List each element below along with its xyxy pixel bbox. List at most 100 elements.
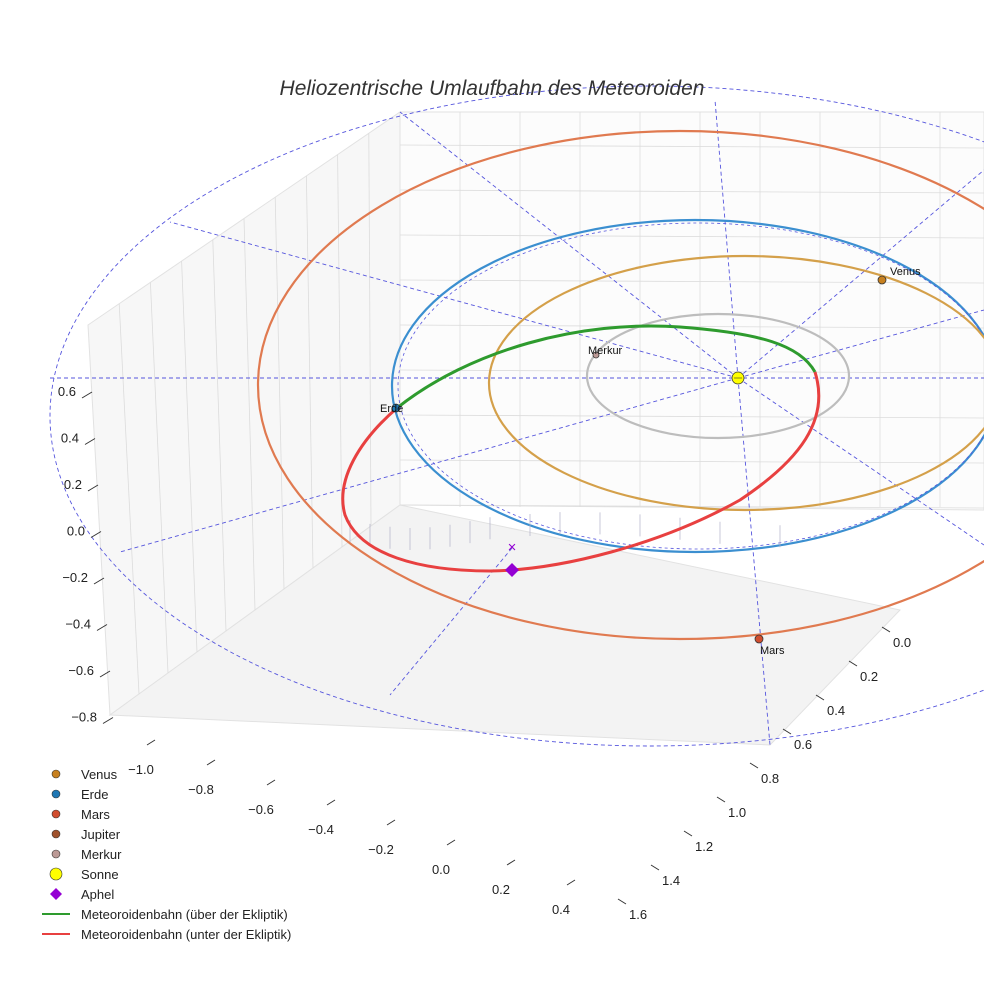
y-tick-mark: [749, 762, 759, 769]
z-tick-mark: [96, 624, 108, 631]
y-tick-mark: [848, 660, 858, 667]
legend-label: Aphel: [81, 887, 114, 902]
aphel-marker: [505, 563, 519, 577]
chart-title: Heliozentrische Umlaufbahn des Meteoroid…: [280, 77, 705, 100]
floor-pane: [108, 504, 901, 746]
legend-marker: [51, 769, 61, 779]
y-tick-label: 1.6: [629, 907, 647, 922]
x-tick-label: −0.2: [368, 842, 394, 857]
legend-label: Meteoroidenbahn (unter der Ekliptik): [81, 927, 291, 942]
mercury-marker: [592, 351, 600, 359]
meteor-path-above: [396, 324, 817, 410]
y-tick-label: 1.0: [728, 805, 746, 820]
y-tick-mark: [881, 626, 891, 633]
y-tick-label: 1.2: [695, 839, 713, 854]
x-tick-mark: [206, 759, 216, 766]
guide-radial-5: [737, 169, 984, 379]
guide-radial-3: [399, 111, 739, 379]
z-tick-label: −0.8: [71, 710, 97, 725]
z-tick-label: −0.2: [62, 570, 88, 585]
mars-orbit: [257, 129, 984, 641]
x-tick-mark: [146, 739, 156, 746]
x-tick-label: 0.4: [552, 902, 570, 917]
venus-label: Venus: [890, 266, 921, 278]
mercury-label: Merkur: [588, 345, 623, 357]
grid-line-left-pane: [118, 303, 140, 695]
grid-line-back-pane: [399, 279, 984, 284]
x-tick-mark: [266, 779, 276, 786]
legend-label: Meteoroidenbahn (über der Ekliptik): [81, 907, 288, 922]
y-tick-label: 0.4: [827, 703, 845, 718]
z-tick-label: 0.0: [67, 524, 85, 539]
z-tick-label: 0.2: [64, 477, 82, 492]
z-tick-mark: [102, 717, 114, 724]
y-tick-label: 1.4: [662, 873, 680, 888]
x-tick-label: −0.4: [308, 822, 334, 837]
grid-line-left-pane: [181, 261, 198, 653]
mars-label: Mars: [760, 645, 785, 657]
y-tick-label: 0.8: [761, 771, 779, 786]
legend-marker: [50, 888, 62, 900]
back-pane: [399, 111, 984, 511]
venus-marker: [877, 275, 887, 285]
guide-radial-8: [169, 221, 739, 379]
guide-radial-6: [737, 309, 984, 379]
grid-line-left-pane: [212, 239, 227, 632]
z-tick-mark: [93, 577, 105, 585]
meteor-drop-lines: [349, 512, 781, 550]
guide-radial-4: [737, 377, 984, 546]
outer-reference-ellipse: [49, 85, 984, 747]
y-tick-mark: [815, 694, 825, 701]
axis-panes: [87, 111, 984, 746]
z-axis: 0.6 0.4 0.2 0.0 −0.2 −0.4 −0.6 −0.8: [58, 384, 114, 725]
legend-label: Erde: [81, 787, 108, 802]
reference-guides: [49, 85, 984, 747]
z-tick-label: −0.6: [68, 663, 94, 678]
x-axis: −1.0 −0.8 −0.6 −0.4 −0.2 0.0 0.2 0.4: [128, 739, 576, 917]
grid-line-left-pane: [306, 175, 314, 569]
z-tick-mark: [90, 531, 102, 538]
x-tick-mark: [506, 859, 516, 866]
x-tick-mark: [386, 819, 396, 826]
legend-label: Venus: [81, 767, 118, 782]
z-tick-label: 0.6: [58, 384, 76, 399]
legend-marker: [51, 849, 61, 859]
grid-line-back-pane: [399, 144, 984, 149]
mars-marker: [754, 634, 764, 644]
grid-line-back-pane: [399, 234, 984, 239]
x-tick-label: −0.6: [248, 802, 274, 817]
y-tick-label: 0.0: [893, 635, 911, 650]
y-tick-mark: [650, 864, 660, 871]
guide-radial-7: [119, 377, 739, 553]
z-tick-mark: [99, 670, 111, 678]
y-tick-label: 0.2: [860, 669, 878, 684]
grid-line-left-pane: [368, 133, 372, 527]
grid-line-left-pane: [243, 218, 256, 611]
x-tick-mark: [566, 879, 576, 886]
legend-marker: [51, 829, 61, 839]
legend-marker: [51, 809, 61, 819]
grid-line-left-pane: [337, 154, 343, 548]
x-tick-label: 0.2: [492, 882, 510, 897]
earth-label: Erde: [380, 403, 403, 415]
earth-orbit: [390, 218, 984, 554]
grid-line-back-pane: [399, 189, 984, 194]
legend-label: Merkur: [81, 847, 122, 862]
grid-line-left-pane: [150, 282, 169, 674]
grid-line-back-pane: [399, 459, 984, 464]
legend-label: Jupiter: [81, 827, 121, 842]
guide-radial-1: [714, 99, 739, 379]
aphel-projection-marker: ×: [508, 539, 517, 556]
legend-label: Sonne: [81, 867, 119, 882]
y-axis: 0.0 0.2 0.4 0.6 0.8 1.0 1.2 1.4 1.6: [617, 626, 911, 922]
grid-line-left-pane: [274, 197, 285, 590]
x-tick-mark: [446, 839, 456, 846]
y-tick-mark: [683, 830, 693, 837]
guide-aphel: [389, 547, 513, 696]
x-tick-label: −0.8: [188, 782, 214, 797]
y-tick-mark: [782, 728, 792, 735]
x-tick-label: 0.0: [432, 862, 450, 877]
planet-orbits: [257, 129, 984, 641]
